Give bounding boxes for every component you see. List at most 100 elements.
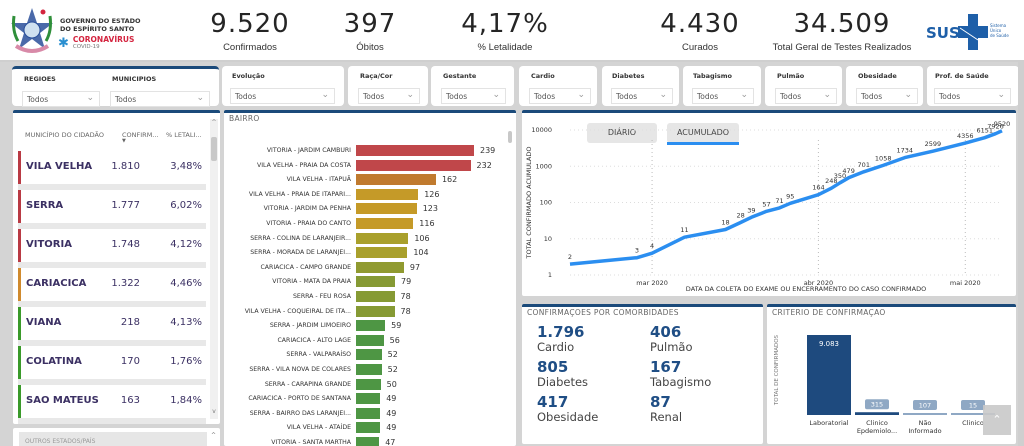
column-header-municipio[interactable]: MUNICÍPIO DO CIDADÃO (25, 131, 104, 139)
bar[interactable] (356, 291, 395, 302)
letalidade-value: 6,02% (170, 200, 202, 211)
data-label: 2599 (925, 140, 942, 148)
kpi-testes: 34.509 Total Geral de Testes Realizados (762, 8, 922, 53)
confirmados-value: 218 (120, 317, 140, 328)
filter-select-raca-cor[interactable]: Todos ⌄ (358, 88, 420, 104)
scroll-thumb[interactable] (211, 137, 217, 161)
table-row[interactable]: VITORIA 1.748 4,12% (18, 229, 206, 262)
tab-acumulado[interactable]: ACUMULADO (667, 123, 739, 145)
bar[interactable] (356, 159, 471, 171)
filter-raca-cor: Raça/Cor Todos ⌄ (348, 66, 428, 106)
bar[interactable] (356, 203, 417, 215)
bar[interactable] (356, 349, 382, 361)
table-row[interactable]: VILA VELHA 1.810 3,48% (18, 151, 206, 184)
table-row[interactable]: CARIACICA 1.322 4,46% (18, 268, 206, 301)
filter-select-gestante[interactable]: Todos ⌄ (441, 88, 506, 104)
bar-value-label: 315 (871, 401, 883, 409)
filter-select-cardio[interactable]: Todos ⌄ (529, 88, 591, 104)
cumulative-line-chart: 1 10 100 1000 10000 mar 2020 abr 2020 mai 2020 D… (525, 120, 1010, 293)
tabagismo-value: 167 (650, 358, 682, 376)
filter-value: Todos (115, 95, 137, 104)
filter-select-evolucao[interactable]: Todos ⌄ (230, 88, 335, 104)
bar[interactable] (356, 218, 414, 229)
data-label: 2 (568, 253, 572, 261)
outros-estados-panel: OUTROS ESTADOS/PAÍS ^ (13, 428, 220, 446)
bairro-scrollbar[interactable] (508, 127, 513, 446)
criterio-title: CRITERIO DE CONFIRMAÇAO (772, 308, 886, 317)
table-row[interactable]: SAO MATEUS 163 1,84% (18, 385, 206, 418)
bar[interactable] (356, 305, 395, 317)
table-row[interactable]: COLATINA 170 1,76% (18, 346, 206, 379)
severity-color-bar (18, 229, 21, 262)
table-row[interactable]: SERRA 1.777 6,02% (18, 190, 206, 223)
filter-prof-saude: Prof. de Saúde Todos ⌄ (927, 66, 1019, 106)
bar[interactable] (356, 364, 382, 375)
filter-select-diabetes[interactable]: Todos ⌄ (611, 88, 673, 104)
tab-diario[interactable]: DIÁRIO (587, 123, 657, 143)
bar[interactable] (356, 393, 381, 405)
y-tick-label: 1 (548, 271, 552, 279)
bar[interactable] (356, 320, 386, 332)
data-label: 479 (842, 167, 854, 175)
diabetes-label: Diabetes (537, 375, 589, 389)
bairro-panel: BAIRRO VITORIA - JARDIM CAMBURI 239 VILA V… (224, 110, 516, 446)
row-separator (18, 184, 206, 190)
page-scrollbar[interactable] (1018, 62, 1024, 446)
bar[interactable] (356, 261, 404, 273)
series-line (569, 129, 1003, 266)
municipio-name: VITORIA (26, 239, 72, 250)
bar[interactable] (951, 413, 995, 415)
outros-estados-header: OUTROS ESTADOS/PAÍS (19, 432, 207, 446)
bar[interactable] (356, 378, 381, 390)
tab-label: ACUMULADO (676, 128, 730, 137)
scroll-thumb[interactable] (508, 131, 512, 143)
scroll-to-top-button[interactable]: ⌃ (983, 405, 1011, 435)
bar[interactable] (356, 188, 419, 200)
bar[interactable] (356, 276, 395, 288)
bar[interactable] (356, 247, 408, 259)
virus-icon: ✱ (58, 35, 69, 51)
column-header-confirmados[interactable]: CONFIRM... ▼ (122, 131, 159, 144)
kpi-obitos: 397 Óbitos (330, 8, 410, 53)
row-separator (18, 379, 206, 385)
scroll-up-icon[interactable]: ^ (211, 119, 217, 126)
bar[interactable] (356, 232, 409, 244)
filter-value: Todos (363, 92, 385, 101)
filter-select-pulmao[interactable]: Todos ⌄ (775, 88, 837, 104)
bar[interactable] (855, 412, 899, 415)
filter-value: Todos (235, 92, 257, 101)
bar[interactable] (356, 174, 436, 186)
pulmao-value: 406 (650, 323, 682, 341)
letalidade-value: 1,76% (170, 356, 202, 367)
filter-select-municipios[interactable]: Todos ⌄ (110, 91, 210, 107)
filter-select-obesidade[interactable]: Todos ⌄ (856, 88, 918, 104)
table-scrollbar[interactable]: ^ v (210, 119, 218, 419)
bar[interactable] (356, 407, 381, 419)
category-label: Clinico (962, 419, 984, 427)
bar-value-label: 116 (419, 219, 435, 228)
table-row[interactable]: VIANA 218 4,13% (18, 307, 206, 340)
scroll-up-icon[interactable]: ^ (211, 432, 217, 439)
tabagismo-label: Tabagismo (650, 375, 712, 389)
scroll-down-icon[interactable]: v (212, 408, 216, 415)
bar[interactable] (807, 335, 851, 415)
bar[interactable] (356, 145, 474, 156)
filter-select-tabagismo[interactable]: Todos ⌄ (692, 88, 754, 104)
y-tick-label: 10 (544, 235, 552, 243)
row-separator (18, 418, 206, 424)
bar[interactable] (903, 413, 947, 415)
filter-diabetes: Diabetes Todos ⌄ (602, 66, 679, 106)
bar-label: VITORIA - JARDIM CAMBURI (266, 147, 351, 154)
filter-select-prof-saude[interactable]: Todos ⌄ (934, 88, 1011, 104)
letalidade-value: 1,84% (170, 395, 202, 406)
column-header-letalidade[interactable]: % LETALI... (166, 131, 202, 139)
bar-label: VILA VELHA - ATAÍDE (286, 424, 351, 432)
filter-select-regioes[interactable]: Todos ⌄ (22, 91, 100, 107)
bar[interactable] (356, 422, 381, 434)
bar[interactable] (356, 334, 384, 346)
confirmados-value: 1.748 (111, 239, 140, 250)
data-label: 248 (825, 177, 837, 185)
severity-color-bar (18, 346, 21, 379)
bar[interactable] (356, 437, 380, 446)
